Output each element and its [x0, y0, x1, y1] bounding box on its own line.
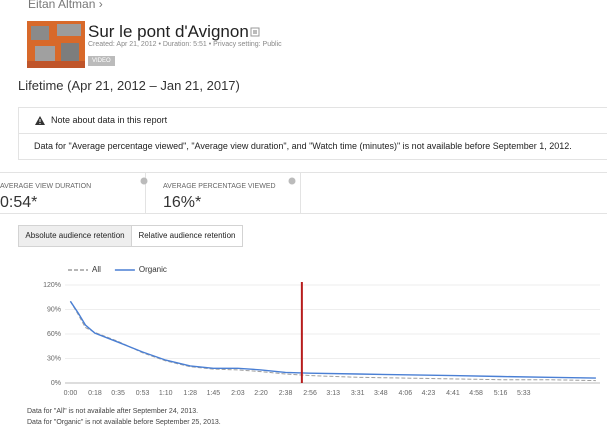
footnote: Data for "All" is not available after Se… — [27, 408, 198, 415]
series-line — [70, 301, 596, 380]
x-tick-label: 5:33 — [517, 390, 531, 397]
x-tick-label: 3:48 — [374, 390, 388, 397]
y-tick-label: 120% — [43, 282, 61, 289]
y-tick-label: 0% — [51, 380, 61, 387]
x-tick-label: 0:53 — [136, 390, 150, 397]
x-tick-label: 4:41 — [446, 390, 460, 397]
y-tick-label: 60% — [47, 331, 61, 338]
x-tick-label: 3:31 — [351, 390, 365, 397]
x-tick-label: 4:58 — [469, 390, 483, 397]
x-tick-label: 1:10 — [159, 390, 173, 397]
x-tick-label: 2:20 — [254, 390, 268, 397]
legend-label: All — [92, 265, 101, 274]
x-tick-label: 0:35 — [111, 390, 125, 397]
series-line — [70, 301, 596, 378]
footnote: Data for "Organic" is not available befo… — [27, 419, 221, 426]
x-tick-label: 3:13 — [326, 390, 340, 397]
y-tick-label: 90% — [47, 306, 61, 313]
x-tick-label: 4:06 — [399, 390, 413, 397]
x-tick-label: 2:03 — [231, 390, 245, 397]
y-tick-label: 30% — [47, 355, 61, 362]
x-tick-label: 1:45 — [207, 390, 221, 397]
x-tick-label: 4:23 — [422, 390, 436, 397]
x-tick-label: 2:56 — [303, 390, 317, 397]
retention-chart: 0% 30% 60% 90% 120% 0:00 0:18 0:35 0:53 1:10 1:28 1… — [0, 0, 607, 433]
page: Eitan Altman › Sur le pont d'Avignon Cre… — [0, 0, 607, 433]
x-tick-label: 2:38 — [279, 390, 293, 397]
x-tick-label: 0:00 — [64, 390, 78, 397]
x-tick-label: 1:28 — [183, 390, 197, 397]
x-tick-label: 5:16 — [494, 390, 508, 397]
legend-label: Organic — [139, 265, 167, 274]
x-tick-label: 0:18 — [88, 390, 102, 397]
